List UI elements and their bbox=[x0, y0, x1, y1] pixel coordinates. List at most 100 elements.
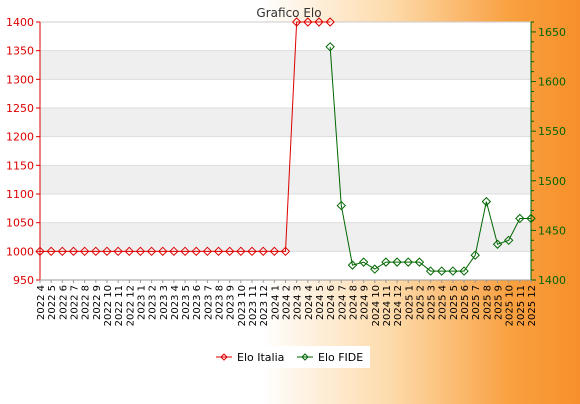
data-point-marker bbox=[113, 246, 123, 257]
x-axis-tick-label: 2022 9 bbox=[92, 285, 103, 320]
data-point-marker bbox=[146, 246, 157, 257]
left-axis-tick-label: 1250 bbox=[6, 102, 34, 115]
x-axis-tick-label: 2023 1 bbox=[136, 285, 147, 320]
x-axis-tick-label: 2022 6 bbox=[58, 285, 69, 320]
left-axis-tick-label: 1150 bbox=[6, 159, 34, 172]
data-point-marker bbox=[236, 246, 246, 257]
data-point-marker bbox=[35, 246, 45, 257]
x-axis-tick-label: 2022 8 bbox=[81, 285, 92, 320]
x-axis-tick-label: 2024 8 bbox=[348, 285, 359, 320]
grid-band bbox=[40, 165, 531, 194]
x-axis-tick-label: 2024 1 bbox=[270, 285, 281, 320]
x-axis-tick-label: 2022 10 bbox=[103, 285, 114, 326]
data-point-marker bbox=[102, 246, 112, 257]
x-axis-tick-label: 2023 7 bbox=[203, 285, 214, 320]
data-point-marker bbox=[403, 257, 413, 267]
right-axis-tick-label: 1650 bbox=[538, 26, 566, 39]
left-axis-tick-label: 1350 bbox=[6, 45, 34, 58]
data-point-marker bbox=[224, 246, 235, 257]
x-axis-tick-label: 2022 5 bbox=[47, 285, 58, 320]
left-axis-tick-label: 1400 bbox=[6, 16, 34, 29]
data-point-marker bbox=[414, 257, 425, 267]
x-axis-tick-label: 2024 4 bbox=[304, 285, 315, 320]
x-axis-tick-label: 2023 11 bbox=[248, 285, 259, 326]
data-point-marker bbox=[247, 246, 257, 257]
right-axis-tick-label: 1400 bbox=[538, 274, 566, 287]
x-axis-tick-label: 2024 12 bbox=[393, 285, 404, 326]
data-point-marker bbox=[135, 246, 146, 257]
data-point-marker bbox=[425, 266, 436, 276]
data-point-marker bbox=[358, 257, 369, 267]
legend-item-elo-fide[interactable]: Elo FIDE bbox=[297, 351, 363, 364]
data-point-marker bbox=[347, 260, 358, 270]
series-elo-fide bbox=[325, 42, 536, 276]
x-axis-tick-label: 2022 11 bbox=[114, 285, 125, 326]
data-point-marker bbox=[280, 246, 291, 257]
legend-marker-diamond bbox=[301, 353, 309, 361]
x-axis-tick-label: 2025 2 bbox=[415, 285, 426, 320]
left-axis-tick-label: 1300 bbox=[6, 73, 34, 86]
x-axis-tick-label: 2023 4 bbox=[170, 285, 181, 320]
left-axis-tick-label: 1000 bbox=[6, 245, 34, 258]
series-line bbox=[329, 46, 531, 272]
data-point-marker bbox=[180, 246, 190, 257]
data-point-marker bbox=[381, 257, 391, 267]
x-axis-tick-label: 2024 9 bbox=[360, 285, 371, 320]
left-axis-tick-label: 1200 bbox=[6, 131, 34, 144]
data-point-marker bbox=[459, 266, 469, 276]
data-point-marker bbox=[79, 246, 90, 257]
data-point-marker bbox=[492, 239, 503, 249]
x-axis-tick-label: 2025 10 bbox=[505, 285, 516, 326]
left-axis-tick-label: 1100 bbox=[6, 188, 34, 201]
grid-band bbox=[40, 108, 531, 137]
x-axis-tick-label: 2023 2 bbox=[148, 285, 159, 320]
data-point-marker bbox=[526, 213, 536, 224]
x-axis-tick-label: 2024 7 bbox=[337, 285, 348, 320]
data-point-marker bbox=[202, 246, 213, 257]
x-axis-tick-label: 2024 5 bbox=[315, 285, 326, 320]
data-point-marker bbox=[370, 264, 380, 274]
chart-title: Grafico Elo bbox=[256, 6, 321, 20]
x-axis-tick-label: 2024 2 bbox=[282, 285, 293, 320]
data-point-marker bbox=[303, 17, 313, 27]
x-axis-tick-label: 2022 12 bbox=[125, 285, 136, 326]
data-point-marker bbox=[269, 246, 280, 257]
right-axis-tick-label: 1600 bbox=[538, 76, 566, 89]
data-point-marker bbox=[325, 42, 335, 52]
x-axis-tick-label: 2024 11 bbox=[382, 285, 393, 326]
legend-label-elo-italia: Elo Italia bbox=[237, 351, 284, 364]
data-point-marker bbox=[191, 246, 201, 257]
x-axis-tick-label: 2023 5 bbox=[181, 285, 192, 320]
series-elo-italia bbox=[35, 17, 335, 257]
data-point-marker bbox=[470, 250, 480, 260]
data-point-marker bbox=[258, 246, 268, 257]
grid-band bbox=[40, 50, 531, 80]
data-point-marker bbox=[392, 257, 402, 267]
x-axis-tick-label: 2023 10 bbox=[237, 285, 248, 326]
x-axis-tick-label: 2023 8 bbox=[215, 285, 226, 320]
data-point-marker bbox=[515, 213, 525, 224]
data-point-marker bbox=[213, 246, 224, 257]
data-point-marker bbox=[46, 246, 56, 257]
data-point-marker bbox=[68, 246, 79, 257]
legend-box bbox=[211, 346, 370, 368]
data-point-marker bbox=[57, 246, 68, 257]
x-axis-tick-label: 2024 3 bbox=[293, 285, 304, 320]
data-point-marker bbox=[314, 17, 324, 27]
data-point-marker bbox=[325, 17, 335, 27]
x-axis-tick-label: 2025 12 bbox=[527, 285, 538, 326]
x-axis-tick-label: 2024 6 bbox=[326, 285, 337, 320]
legend-label-elo-fide: Elo FIDE bbox=[318, 351, 363, 364]
data-point-marker bbox=[437, 266, 447, 276]
x-axis-tick-label: 2023 6 bbox=[192, 285, 203, 320]
x-axis-tick-label: 2025 4 bbox=[438, 285, 449, 320]
x-axis-tick-label: 2022 4 bbox=[36, 285, 47, 320]
x-axis-tick-label: 2023 12 bbox=[259, 285, 270, 326]
data-point-marker bbox=[503, 235, 514, 246]
x-axis-tick-label: 2025 6 bbox=[460, 285, 471, 320]
x-axis-tick-label: 2023 9 bbox=[226, 285, 237, 320]
x-axis-tick-label: 2023 3 bbox=[159, 285, 170, 320]
legend-item-elo-italia[interactable]: Elo Italia bbox=[216, 351, 284, 364]
left-axis-tick-label: 1050 bbox=[6, 217, 34, 230]
